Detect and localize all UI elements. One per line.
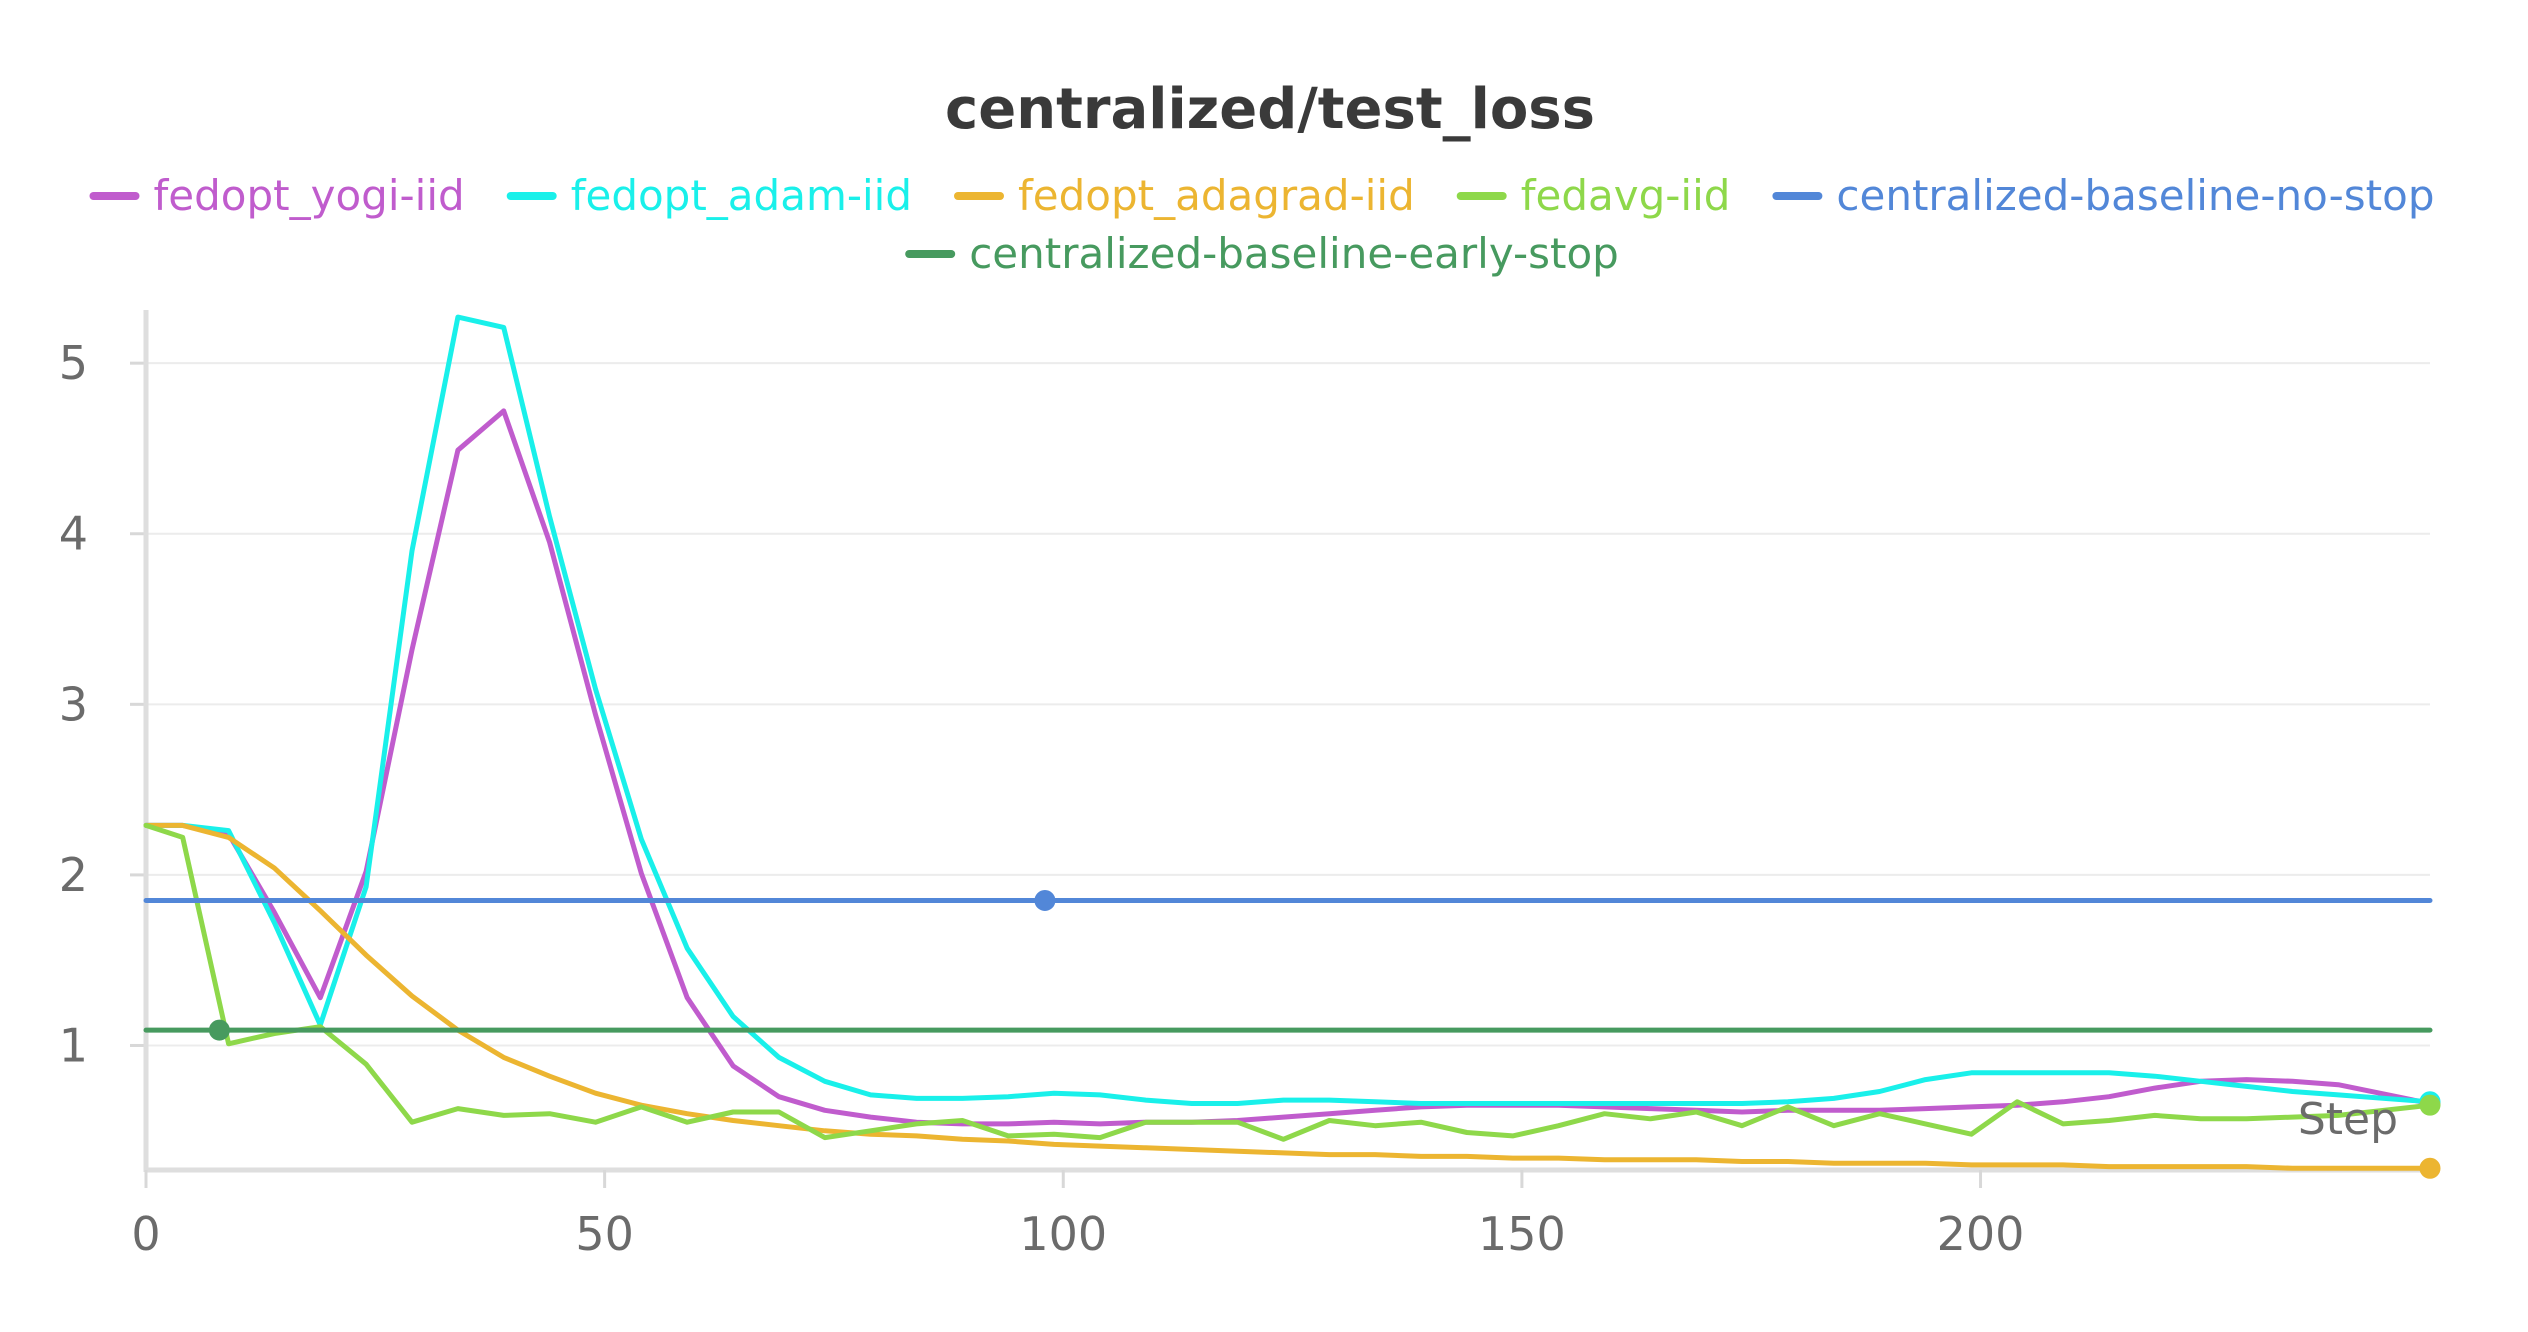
grid	[146, 362, 2430, 1047]
legend-label: centralized-baseline-early-stop	[969, 229, 1619, 278]
y-tick-label: 5	[59, 336, 88, 390]
legend-label: fedopt_adam-iid	[571, 171, 912, 220]
legend-label: centralized-baseline-no-stop	[1836, 171, 2434, 220]
series-marker-fedopt-adagrad-iid	[2419, 1157, 2441, 1179]
legend: fedopt_yogi-iid fedopt_adam-iid fedopt_ada…	[89, 171, 2434, 278]
legend-label: fedavg-iid	[1521, 171, 1731, 220]
y-tick-label: 1	[59, 1018, 88, 1072]
y-tick-label: 2	[59, 848, 88, 902]
x-tick-label: 100	[1019, 1207, 1107, 1261]
y-tick-label: 3	[59, 677, 88, 731]
series-marker-fedavg-iid	[2419, 1094, 2441, 1116]
x-tick-label: 150	[1478, 1207, 1566, 1261]
x-tick-label: 0	[131, 1207, 160, 1261]
x-tick-label: 200	[1937, 1207, 2025, 1261]
legend-item-fedopt-adagrad-iid[interactable]: fedopt_adagrad-iid	[954, 171, 1415, 220]
chart-title: centralized/test_loss	[945, 77, 1595, 142]
legend-item-centralized-baseline-no-stop[interactable]: centralized-baseline-no-stop	[1772, 171, 2434, 220]
x-axis-label: Step	[2298, 1094, 2398, 1145]
series-marker-centralized-baseline-no-stop	[1034, 889, 1056, 911]
legend-item-fedopt-adam-iid[interactable]: fedopt_adam-iid	[506, 171, 912, 220]
legend-item-fedavg-iid[interactable]: fedavg-iid	[1456, 171, 1731, 220]
legend-item-centralized-baseline-early-stop[interactable]: centralized-baseline-early-stop	[905, 229, 1619, 278]
series-line-fedopt-adagrad-iid	[143, 822, 2433, 1171]
y-tick-label: 4	[59, 507, 88, 561]
series-line-fedavg-iid	[143, 822, 2433, 1142]
x-tick-label: 50	[575, 1207, 634, 1261]
legend-label: fedopt_yogi-iid	[154, 171, 465, 220]
series-marker-centralized-baseline-early-stop	[208, 1019, 230, 1041]
series-layer	[143, 314, 2441, 1179]
legend-item-fedopt-yogi-iid[interactable]: fedopt_yogi-iid	[89, 171, 465, 220]
series-line-fedopt-adam-iid	[143, 314, 2433, 1106]
series-line-fedopt-yogi-iid	[143, 408, 2433, 1127]
legend-label: fedopt_adagrad-iid	[1018, 171, 1415, 220]
